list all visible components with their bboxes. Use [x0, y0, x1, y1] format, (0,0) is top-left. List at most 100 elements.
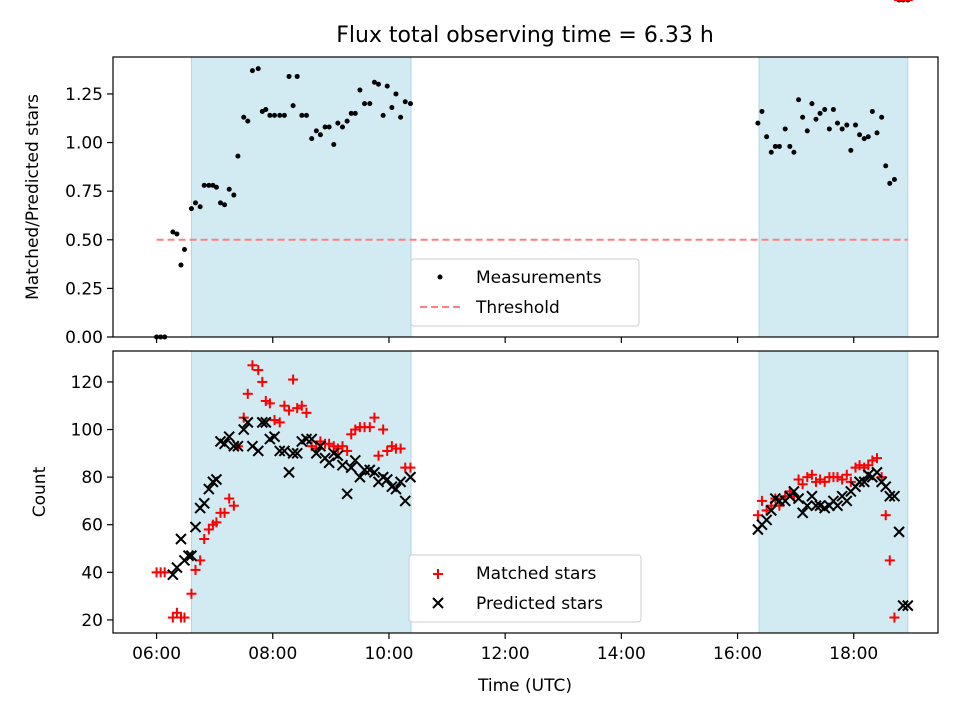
measurement-point	[206, 182, 212, 188]
predicted-star-point	[323, 457, 335, 469]
measurement-point	[303, 112, 309, 118]
measurement-point	[170, 229, 176, 235]
matched-star-point	[889, 612, 900, 623]
predicted-star-point	[175, 533, 187, 545]
matched-star-point	[364, 422, 375, 433]
predicted-star-point	[305, 433, 318, 445]
predicted-star-point	[314, 440, 327, 452]
measurement-point	[857, 132, 863, 138]
legend-threshold-label: Threshold	[475, 298, 560, 318]
predicted-star-point	[404, 471, 417, 483]
matched-star-point	[257, 376, 268, 387]
bottom-panel: 20 40 60 80 100 120 06:00 08:00 10:00 12:00 14:00…	[30, 0, 939, 696]
matched-star-point	[247, 360, 258, 371]
measurement-point	[389, 105, 395, 111]
measurement-point	[393, 91, 399, 97]
measurement-point	[772, 143, 778, 149]
matched-star-point	[199, 534, 210, 544]
predicted-star-point	[291, 447, 303, 460]
predicted-star-point	[810, 499, 822, 512]
bottom-x-ticks: 06:00 08:00 10:00 12:00 14:00 16:00 18:00	[132, 633, 878, 664]
predicted-star-point	[788, 485, 800, 498]
predicted-star-point	[760, 514, 773, 526]
measurement-point	[362, 101, 368, 107]
bottom-shaded-regions	[190, 350, 909, 634]
top-legend-box	[410, 258, 640, 327]
measurement-point	[286, 73, 292, 79]
matched-star-point	[186, 588, 197, 599]
predicted-star-point	[242, 416, 254, 429]
predicted-star-point	[203, 483, 215, 495]
predicted-star-point	[831, 499, 844, 512]
predicted-star-point	[256, 416, 269, 429]
predicted-star-point	[893, 526, 905, 538]
matched-star-point	[269, 415, 280, 426]
measurement-point	[322, 124, 328, 130]
matched-star-point	[871, 453, 882, 464]
predicted-star-point	[841, 495, 853, 507]
predicted-star-point	[252, 445, 264, 457]
measurement-point	[241, 114, 247, 120]
y-tick-label: 40	[81, 563, 103, 583]
predicted-star-point	[232, 440, 244, 452]
y-tick-label: 1.00	[65, 134, 103, 154]
shaded-interval	[758, 350, 909, 634]
measurement-point	[235, 153, 241, 159]
matched-star-point	[211, 517, 222, 528]
measurement-point	[887, 180, 893, 186]
matched-star-point	[159, 567, 170, 578]
measurement-point	[197, 204, 203, 210]
matched-star-point	[382, 445, 393, 456]
measurement-point	[272, 112, 278, 118]
measurement-point	[277, 112, 283, 118]
measurement-point	[787, 143, 793, 149]
y-tick-label: 20	[81, 611, 103, 631]
measurement-point	[367, 101, 373, 107]
legend-measurements-label: Measurements	[476, 268, 602, 288]
matched-star-point	[179, 612, 190, 623]
measurement-point	[357, 87, 363, 93]
predicted-star-point	[765, 504, 777, 517]
predicted-star-point	[390, 483, 402, 495]
measurement-point	[800, 114, 806, 120]
measurement-point	[335, 120, 341, 126]
measurement-point	[226, 186, 232, 192]
y-tick-label: 0.00	[65, 328, 103, 348]
measurement-point	[231, 192, 237, 198]
bottom-legend: Matched stars Predicted stars	[408, 554, 642, 623]
matched-star-point	[311, 443, 322, 454]
x-tick-label: 18:00	[829, 644, 878, 664]
bottom-axes-frame	[112, 350, 939, 634]
matched-star-point	[797, 479, 808, 490]
measurement-point	[267, 112, 273, 118]
predicted-star-point	[287, 447, 299, 460]
y-tick-label: 100	[71, 421, 103, 441]
predicted-star-point	[210, 473, 223, 486]
y-tick-label: 80	[81, 468, 103, 488]
measurement-point	[344, 118, 350, 124]
measurement-point	[879, 114, 885, 120]
matched-star-point	[224, 493, 235, 504]
measurement-point	[181, 247, 187, 252]
measurement-point	[188, 206, 194, 212]
measurement-point	[249, 68, 255, 74]
predicted-star-point	[381, 473, 393, 486]
legend-matched-marker	[433, 569, 443, 579]
measurement-point	[834, 120, 840, 126]
measurement-point	[178, 262, 184, 268]
top-x-ticks	[155, 337, 855, 343]
measurement-point	[299, 112, 305, 118]
predicted-star-point	[880, 480, 892, 493]
matched-star-point	[395, 443, 406, 454]
predicted-star-point	[871, 466, 883, 479]
top-panel: 0.00 0.25 0.50 0.75 1.00 1.25 Matched/Predict…	[23, 0, 939, 348]
measurement-point	[402, 99, 408, 105]
measurement-point	[380, 112, 386, 118]
matched-star-point	[296, 400, 307, 411]
measurement-point	[213, 184, 219, 190]
predicted-star-point	[238, 423, 250, 436]
predicted-star-point	[349, 454, 361, 467]
matched-star-point	[337, 441, 348, 452]
matched-star-point	[195, 555, 206, 566]
